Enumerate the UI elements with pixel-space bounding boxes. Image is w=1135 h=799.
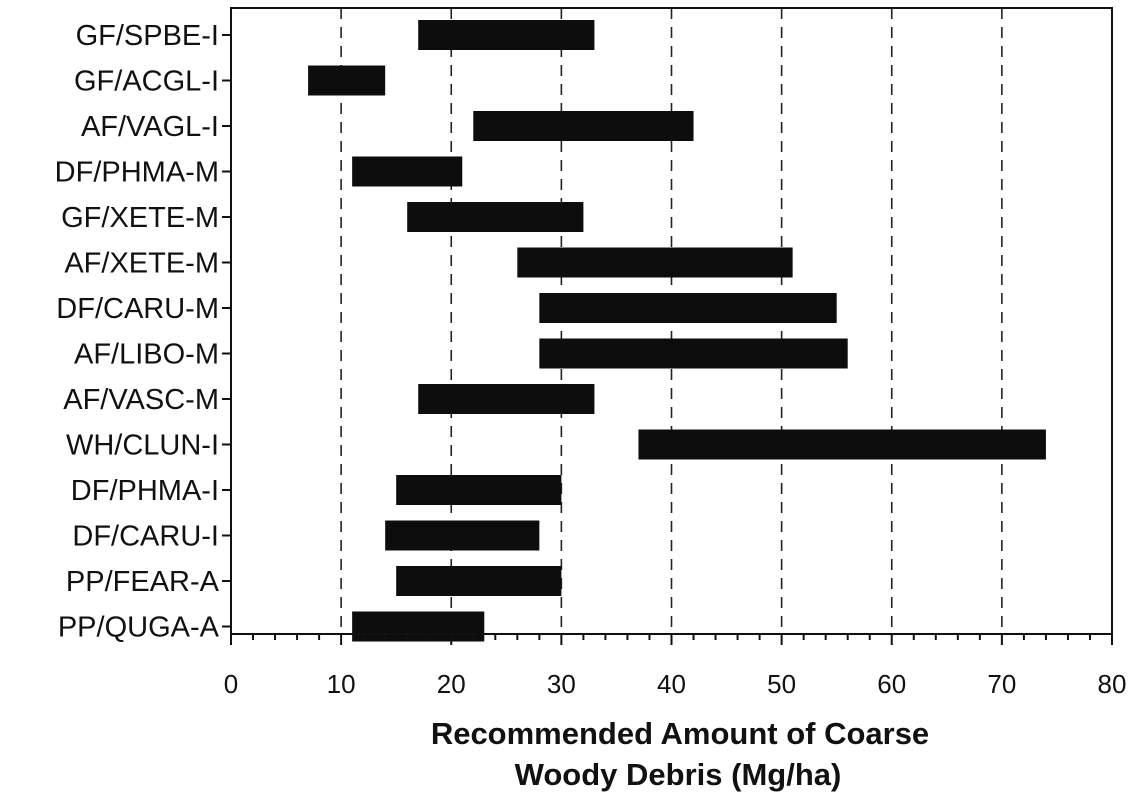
x-tick-label: 30 [547, 669, 576, 699]
range-bar-pp-fear-a [396, 566, 562, 596]
category-label: PP/QUGA-A [58, 612, 220, 644]
range-bar-df-caru-m [539, 293, 837, 323]
x-tick-label: 70 [987, 669, 1016, 699]
x-tick-label: 0 [224, 669, 238, 699]
range-bar-af-libo-m [539, 338, 848, 369]
range-bar-af-vagl-i [473, 111, 694, 141]
range-bar-wh-clun-i [638, 429, 1046, 460]
range-bar-af-xete-m [517, 247, 793, 278]
range-bar-df-caru-i [385, 520, 540, 551]
range-bar-af-vasc-m [418, 384, 595, 414]
category-label: DF/CARU-I [72, 521, 219, 553]
category-label: AF/LIBO-M [74, 339, 219, 371]
category-label: AF/VASC-M [63, 384, 219, 416]
range-bar-gf-spbe-i [418, 20, 595, 50]
x-tick-label: 40 [657, 669, 686, 699]
category-label: DF/PHMA-M [55, 157, 219, 189]
category-label: AF/VAGL-I [81, 111, 219, 143]
range-bars [308, 20, 1046, 642]
x-axis-title-line-1: Recommended Amount of Coarse [431, 716, 929, 751]
x-tick-label: 10 [327, 669, 356, 699]
x-tick-label: 60 [877, 669, 906, 699]
x-tick-label: 20 [437, 669, 466, 699]
x-tick-label: 80 [1098, 669, 1127, 699]
x-axis-title-line-2: Woody Debris (Mg/ha) [515, 757, 842, 792]
range-bar-gf-xete-m [407, 202, 584, 232]
category-label: WH/CLUN-I [66, 430, 219, 462]
x-tick-label: 50 [767, 669, 796, 699]
x-axis: 0 10 20 30 40 50 60 70 80 [224, 634, 1127, 699]
y-axis: GF/SPBE-I GF/ACGL-I AF/VAGL-I DF/PHMA-M GF/X… [55, 20, 231, 644]
range-bar-df-phma-m [352, 156, 463, 187]
category-label: GF/XETE-M [61, 202, 219, 234]
category-label: AF/XETE-M [64, 248, 219, 280]
category-label: PP/FEAR-A [66, 566, 220, 598]
range-bar-gf-acgl-i [308, 65, 386, 96]
category-label: GF/ACGL-I [74, 66, 219, 98]
range-bar-df-phma-i [396, 475, 562, 505]
category-label: GF/SPBE-I [76, 20, 219, 52]
category-label: DF/PHMA-I [71, 475, 219, 507]
range-bar-pp-quga-a [352, 611, 485, 642]
category-label: DF/CARU-M [56, 293, 219, 325]
